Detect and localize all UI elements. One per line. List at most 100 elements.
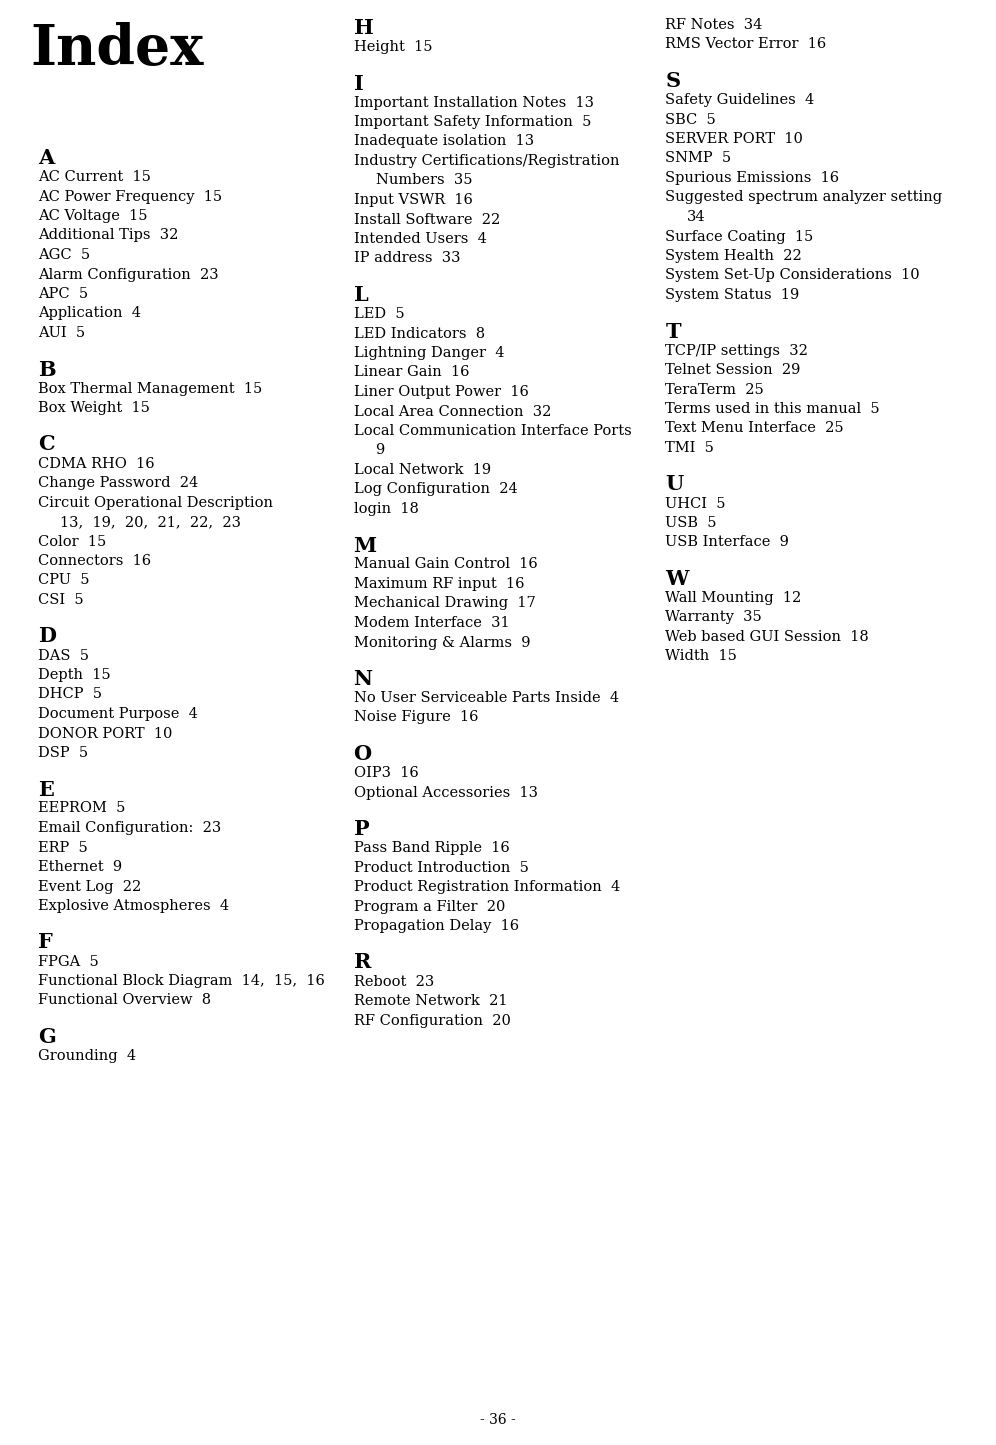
Text: Log Configuration  24: Log Configuration 24 [354, 483, 517, 497]
Text: H: H [354, 17, 374, 38]
Text: Text Menu Interface  25: Text Menu Interface 25 [665, 422, 844, 435]
Text: Pass Band Ripple  16: Pass Band Ripple 16 [354, 841, 509, 855]
Text: I: I [354, 74, 364, 94]
Text: USB Interface  9: USB Interface 9 [665, 536, 789, 549]
Text: LED Indicators  8: LED Indicators 8 [354, 327, 485, 341]
Text: Warranty  35: Warranty 35 [665, 610, 762, 624]
Text: CSI  5: CSI 5 [38, 592, 84, 607]
Text: Local Area Connection  32: Local Area Connection 32 [354, 405, 551, 419]
Text: Product Registration Information  4: Product Registration Information 4 [354, 880, 620, 894]
Text: Optional Accessories  13: Optional Accessories 13 [354, 786, 538, 799]
Text: Monitoring & Alarms  9: Monitoring & Alarms 9 [354, 636, 530, 649]
Text: TMI  5: TMI 5 [665, 441, 714, 455]
Text: Explosive Atmospheres  4: Explosive Atmospheres 4 [38, 899, 229, 913]
Text: Spurious Emissions  16: Spurious Emissions 16 [665, 171, 840, 185]
Text: 34: 34 [687, 210, 706, 224]
Text: - 36 -: - 36 - [480, 1413, 516, 1428]
Text: D: D [38, 627, 56, 646]
Text: SBC  5: SBC 5 [665, 113, 716, 127]
Text: Lightning Danger  4: Lightning Danger 4 [354, 345, 504, 360]
Text: Manual Gain Control  16: Manual Gain Control 16 [354, 558, 537, 572]
Text: Terms used in this manual  5: Terms used in this manual 5 [665, 402, 879, 416]
Text: W: W [665, 569, 689, 590]
Text: Height  15: Height 15 [354, 40, 432, 53]
Text: OIP3  16: OIP3 16 [354, 766, 418, 780]
Text: System Set-Up Considerations  10: System Set-Up Considerations 10 [665, 269, 920, 283]
Text: Color  15: Color 15 [38, 535, 107, 549]
Text: Telnet Session  29: Telnet Session 29 [665, 363, 801, 377]
Text: S: S [665, 71, 680, 91]
Text: Index: Index [30, 22, 203, 77]
Text: Alarm Configuration  23: Alarm Configuration 23 [38, 267, 218, 282]
Text: RMS Vector Error  16: RMS Vector Error 16 [665, 38, 827, 52]
Text: TCP/IP settings  32: TCP/IP settings 32 [665, 344, 808, 357]
Text: Safety Guidelines  4: Safety Guidelines 4 [665, 92, 815, 107]
Text: Depth  15: Depth 15 [38, 668, 111, 682]
Text: Circuit Operational Description: Circuit Operational Description [38, 496, 273, 510]
Text: AGC  5: AGC 5 [38, 249, 90, 262]
Text: Surface Coating  15: Surface Coating 15 [665, 230, 814, 244]
Text: Linear Gain  16: Linear Gain 16 [354, 366, 469, 380]
Text: No User Serviceable Parts Inside  4: No User Serviceable Parts Inside 4 [354, 691, 619, 705]
Text: RF Configuration  20: RF Configuration 20 [354, 1013, 511, 1027]
Text: DHCP  5: DHCP 5 [38, 688, 102, 701]
Text: Local Network  19: Local Network 19 [354, 462, 491, 477]
Text: Box Weight  15: Box Weight 15 [38, 402, 149, 415]
Text: E: E [38, 779, 54, 799]
Text: TeraTerm  25: TeraTerm 25 [665, 383, 764, 396]
Text: T: T [665, 321, 681, 341]
Text: Suggested spectrum analyzer setting: Suggested spectrum analyzer setting [665, 191, 942, 205]
Text: DSP  5: DSP 5 [38, 746, 88, 760]
Text: Grounding  4: Grounding 4 [38, 1049, 136, 1064]
Text: Intended Users  4: Intended Users 4 [354, 233, 486, 246]
Text: U: U [665, 474, 683, 494]
Text: SNMP  5: SNMP 5 [665, 152, 731, 166]
Text: Program a Filter  20: Program a Filter 20 [354, 899, 505, 913]
Text: Product Introduction  5: Product Introduction 5 [354, 861, 529, 874]
Text: Maximum RF input  16: Maximum RF input 16 [354, 577, 524, 591]
Text: Industry Certifications/Registration: Industry Certifications/Registration [354, 155, 620, 168]
Text: LED  5: LED 5 [354, 306, 404, 321]
Text: Important Installation Notes  13: Important Installation Notes 13 [354, 95, 594, 110]
Text: AC Power Frequency  15: AC Power Frequency 15 [38, 189, 222, 204]
Text: 9: 9 [375, 444, 384, 458]
Text: Width  15: Width 15 [665, 649, 737, 663]
Text: DONOR PORT  10: DONOR PORT 10 [38, 727, 172, 740]
Text: Email Configuration:  23: Email Configuration: 23 [38, 821, 221, 835]
Text: P: P [354, 819, 370, 840]
Text: R: R [354, 952, 371, 972]
Text: Box Thermal Management  15: Box Thermal Management 15 [38, 381, 262, 396]
Text: Application  4: Application 4 [38, 306, 140, 321]
Text: Input VSWR  16: Input VSWR 16 [354, 194, 472, 207]
Text: Liner Output Power  16: Liner Output Power 16 [354, 384, 529, 399]
Text: Remote Network  21: Remote Network 21 [354, 994, 507, 1009]
Text: Install Software  22: Install Software 22 [354, 212, 500, 227]
Text: DAS  5: DAS 5 [38, 649, 89, 662]
Text: L: L [354, 285, 369, 305]
Text: Wall Mounting  12: Wall Mounting 12 [665, 591, 802, 605]
Text: UHCI  5: UHCI 5 [665, 497, 726, 510]
Text: 13,  19,  20,  21,  22,  23: 13, 19, 20, 21, 22, 23 [60, 514, 241, 529]
Text: Ethernet  9: Ethernet 9 [38, 860, 122, 874]
Text: Functional Block Diagram  14,  15,  16: Functional Block Diagram 14, 15, 16 [38, 974, 325, 988]
Text: System Status  19: System Status 19 [665, 288, 800, 302]
Text: M: M [354, 536, 376, 555]
Text: login  18: login 18 [354, 501, 418, 516]
Text: N: N [354, 669, 373, 689]
Text: Inadequate isolation  13: Inadequate isolation 13 [354, 134, 534, 149]
Text: Document Purpose  4: Document Purpose 4 [38, 707, 198, 721]
Text: RF Notes  34: RF Notes 34 [665, 17, 763, 32]
Text: F: F [38, 932, 53, 952]
Text: USB  5: USB 5 [665, 516, 717, 530]
Text: FPGA  5: FPGA 5 [38, 955, 99, 968]
Text: C: C [38, 435, 55, 455]
Text: EEPROM  5: EEPROM 5 [38, 802, 125, 815]
Text: Numbers  35: Numbers 35 [375, 173, 472, 188]
Text: Event Log  22: Event Log 22 [38, 880, 141, 893]
Text: CDMA RHO  16: CDMA RHO 16 [38, 457, 154, 471]
Text: A: A [38, 147, 54, 168]
Text: ERP  5: ERP 5 [38, 841, 88, 854]
Text: IP address  33: IP address 33 [354, 251, 460, 266]
Text: APC  5: APC 5 [38, 288, 88, 301]
Text: Change Password  24: Change Password 24 [38, 475, 198, 490]
